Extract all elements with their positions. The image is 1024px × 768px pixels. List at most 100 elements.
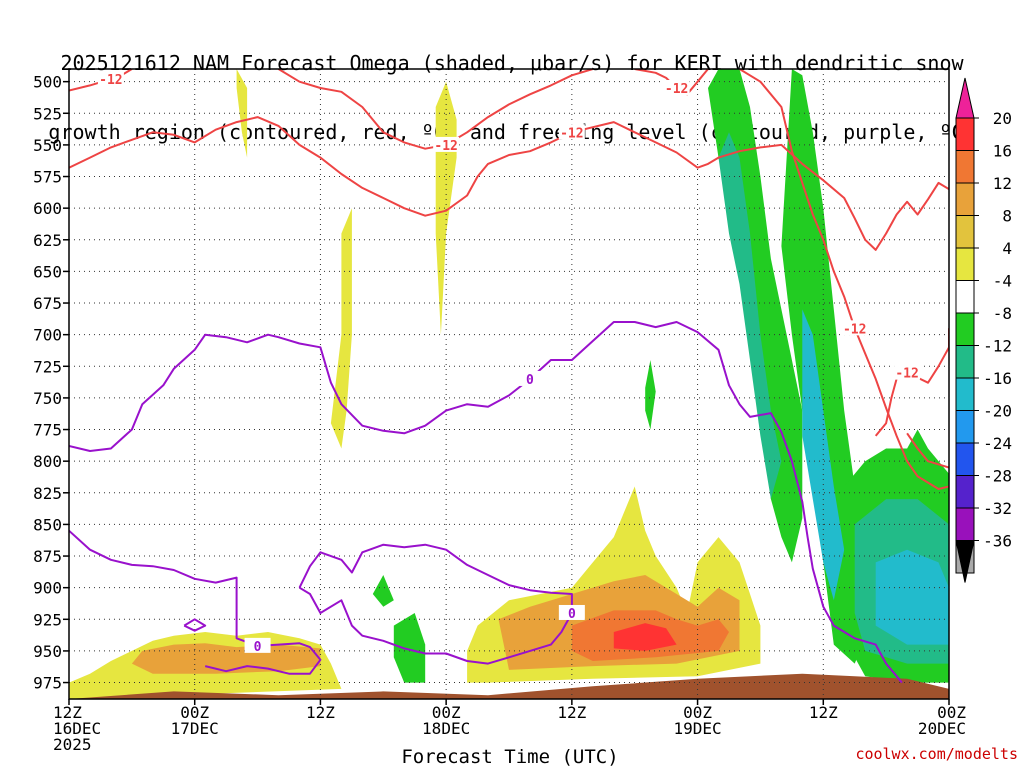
- contour-label-freezing-mid: 0: [558, 604, 585, 622]
- x-tick-label: 00Z: [432, 703, 461, 722]
- y-tick-label: 725: [33, 357, 62, 376]
- shade-neg-east-low-16: [875, 549, 949, 645]
- contour-label-minus12-upper: -12: [97, 71, 124, 88]
- y-tick-label: 750: [33, 389, 62, 408]
- contour-label-text: 0: [568, 607, 576, 622]
- y-tick-label: 550: [33, 136, 62, 155]
- y-tick-label: 925: [33, 610, 62, 629]
- contour-label-text: -12: [560, 126, 583, 141]
- surface-terrain: [69, 673, 949, 699]
- colorbar-label: 16: [993, 142, 1012, 161]
- plot-frame: [68, 68, 950, 700]
- x-tick-label: 2025: [53, 735, 92, 754]
- colorbar-band: [955, 410, 975, 444]
- y-tick-label: 825: [33, 484, 62, 503]
- contour-label-minus12-main: -12: [558, 124, 585, 141]
- contour-label-text: -12: [99, 73, 122, 88]
- contour-label-bg: [433, 136, 460, 152]
- colorbar-band: [955, 117, 975, 151]
- contour-freezing-blob: [183, 618, 207, 632]
- contour-label-freezing-lower: 0: [244, 637, 271, 655]
- contour-minus12-lower-east: [874, 328, 949, 437]
- colorbar-band: [955, 345, 975, 379]
- y-tick-label: 975: [33, 674, 62, 693]
- y-tick-label: 800: [33, 452, 62, 471]
- colorbar-band: [955, 247, 975, 281]
- y-tick-label: 700: [33, 326, 62, 345]
- x-tick-label: 16DEC: [53, 719, 101, 738]
- x-tick-label: 12Z: [306, 703, 335, 722]
- colorbar-band: [955, 150, 975, 184]
- x-tick-label: 00Z: [180, 703, 209, 722]
- colorbar-band: [955, 475, 975, 509]
- y-tick-label: 600: [33, 199, 62, 218]
- colorbar-band: [955, 377, 975, 411]
- y-axis: 500 525 550 575 600 625 650 675 700 725 750 775 800 8…: [33, 73, 69, 693]
- contour-label-minus12-upper-right: -12: [433, 136, 460, 154]
- x-tick-label: 12Z: [809, 703, 838, 722]
- contour-label-minus12-east: -12: [841, 320, 868, 337]
- y-tick-label: 650: [33, 262, 62, 281]
- colorbar-label: -8: [993, 304, 1012, 323]
- shade-neg-small-1: [645, 360, 656, 430]
- contour-label-bg: [894, 364, 921, 380]
- contour-minus12-near-surface: [906, 432, 949, 469]
- contour-label-bg: [558, 604, 585, 620]
- colorbar-label: 20: [993, 109, 1012, 128]
- y-tick-label: 900: [33, 579, 62, 598]
- colorbar-label: 8: [1002, 207, 1012, 226]
- contour-label-text: 0: [526, 373, 534, 388]
- y-tick-label: 950: [33, 642, 62, 661]
- contour-labels: -12 -12 -12 -12 -12 -12 0 0 0: [97, 71, 921, 655]
- x-tick-label: 17DEC: [171, 719, 219, 738]
- contour-label-bg: [516, 370, 543, 386]
- colorbar-bottom-arrow: [955, 540, 975, 583]
- shade-warm-low-left-8: [131, 643, 321, 674]
- x-axis-label: Forecast Time (UTC): [401, 746, 618, 768]
- colorbar-label: -36: [983, 532, 1012, 551]
- contour-label-bg: [663, 79, 690, 95]
- colorbar-label: -28: [983, 467, 1012, 486]
- colorbar-band: [955, 312, 975, 346]
- contour-label-minus12-lower-east: -12: [894, 364, 921, 382]
- contour-label-bg: [97, 71, 124, 87]
- colorbar-band: [955, 442, 975, 476]
- x-tick-label: 00Z: [937, 703, 966, 722]
- contour-label-text: -12: [665, 82, 688, 97]
- colorbar-band: [955, 182, 975, 216]
- contour-label-minus12-right: -12: [663, 79, 690, 97]
- contour-label-bg: [558, 124, 585, 140]
- colorbar-top-arrow: [955, 77, 975, 119]
- colorbar: 20 16 12 8 4 -4 -8 -12 -16 -20 -24 -28 -32 -36: [955, 77, 1012, 583]
- contour-label-bg: [244, 637, 271, 653]
- contour-label-text: -12: [895, 367, 918, 382]
- shade-pos-mid-low-16: [613, 623, 677, 651]
- colorbar-label: 4: [1002, 239, 1012, 258]
- colorbar-band: [955, 215, 975, 249]
- shade-pos-col-1: [236, 69, 253, 209]
- y-tick-label: 675: [33, 294, 62, 313]
- x-tick-label: 20DEC: [918, 719, 966, 738]
- contour-label-text: 0: [254, 640, 262, 655]
- x-tick-label: 00Z: [683, 703, 712, 722]
- x-tick-label: 19DEC: [673, 719, 721, 738]
- contour-label-freezing-level: 0: [516, 370, 543, 388]
- colorbar-label: -20: [983, 402, 1012, 421]
- y-tick-label: 525: [33, 104, 62, 123]
- shade-neg-main-column-12: [718, 132, 782, 500]
- x-tick-label: 18DEC: [422, 719, 470, 738]
- y-tick-label: 575: [33, 168, 62, 187]
- y-tick-label: 500: [33, 73, 62, 92]
- colorbar-label: -24: [983, 434, 1012, 453]
- shade-neg-small-2: [372, 575, 394, 607]
- shade-neg-small-3: [393, 613, 426, 683]
- colorbar-label: 12: [993, 174, 1012, 193]
- colorbar-label: -32: [983, 499, 1012, 518]
- y-tick-label: 850: [33, 515, 62, 534]
- x-tick-label: 12Z: [557, 703, 586, 722]
- contour-label-bg: [841, 320, 868, 336]
- colorbar-band: [955, 280, 975, 314]
- plot-content: [69, 69, 949, 699]
